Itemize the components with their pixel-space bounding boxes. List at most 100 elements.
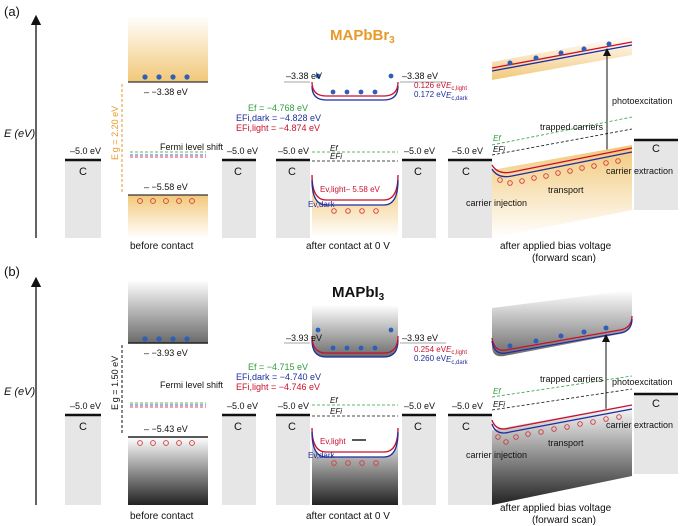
conduction-fill: [312, 45, 398, 100]
conduction-band-region: [128, 280, 208, 343]
cb-region: [492, 290, 632, 357]
ev-dark-label: Ev,dark: [308, 451, 336, 460]
holes: [137, 198, 195, 204]
ec-dark-curve: [311, 85, 399, 101]
holes: [331, 460, 379, 466]
metal-block: [65, 415, 101, 505]
metal-level-label: –5.0 eV: [278, 146, 309, 156]
fermi-shift-label: Fermi level shift: [160, 142, 224, 152]
holes: [497, 158, 621, 186]
metal-label: C: [79, 421, 87, 433]
electrons: [507, 41, 612, 66]
caption-before: before contact: [130, 241, 194, 252]
ec-label: – −3.93 eV: [144, 348, 188, 358]
ef-line: [491, 375, 633, 398]
metal-label: C: [652, 398, 660, 410]
caption-after: after contact at 0 V: [306, 241, 390, 252]
ec-light-label: Ec,light: [446, 345, 467, 356]
axis-label: E (eV): [4, 386, 36, 398]
ef-tag: Ef: [330, 396, 338, 405]
ev-dark-label: Ev,dark: [308, 200, 336, 209]
valence-fill: [312, 182, 398, 238]
panel-label: (a): [4, 4, 20, 19]
vb-dark: [491, 151, 633, 178]
shift-light: 0.254 eV: [414, 345, 447, 354]
shift-dark: 0.172 eV: [414, 90, 447, 99]
cb-region: [492, 15, 632, 55]
metal-label: C: [234, 166, 242, 178]
metal-block-left: [448, 415, 492, 505]
conduction-fill: [312, 305, 398, 357]
ef-value: Ef = −4.768 eV: [248, 103, 308, 113]
ec-dark-label: Ec,dark: [446, 355, 469, 366]
transport-label: transport: [548, 185, 584, 195]
metal-level-label: –5.0 eV: [404, 146, 435, 156]
ev-dark-curve: [311, 179, 399, 206]
metal-level-label: –5.0 eV: [70, 146, 101, 156]
caption-bias-2: (forward scan): [532, 253, 596, 264]
metal-level-label: –5.0 eV: [227, 401, 258, 411]
bandgap-label: E g = 1.50 eV: [110, 356, 120, 410]
vb-light: [491, 404, 633, 430]
panel-b: (b) E (eV) MAPbI3 –5.0 eV C – −3.93 eV –…: [4, 264, 678, 526]
efi-tag: EFi: [493, 145, 505, 154]
top-right-level: –3.38 eV: [402, 71, 438, 81]
ef-line: [491, 116, 633, 146]
vb-region: [492, 145, 632, 238]
ev-label: – −5.58 eV: [144, 182, 188, 192]
cb-dark: [491, 318, 633, 354]
electrons: [315, 73, 394, 95]
metal-block-right: [634, 394, 678, 474]
metal-level-label: –5.0 eV: [452, 146, 483, 156]
valence-fill: [312, 432, 398, 505]
metal-block-left: [448, 160, 492, 238]
metal-block: [222, 415, 256, 505]
metal-block: [222, 160, 256, 238]
metal-block-left: [276, 160, 310, 238]
electrons: [142, 74, 190, 80]
efi-tag: EFi: [493, 400, 505, 409]
caption-after: after contact at 0 V: [306, 511, 390, 522]
bandgap-label: E g = 2.20 eV: [110, 106, 120, 160]
trapped-label: trapped carriers: [540, 122, 604, 132]
extraction-label: carrier extraction: [606, 420, 673, 430]
material-title: MAPbI3: [332, 284, 385, 303]
electrons: [142, 336, 190, 342]
top-left-level: –3.38 eV: [286, 71, 322, 81]
vb-dark: [491, 408, 633, 434]
injection-label: carrier injection: [466, 450, 527, 460]
metal-block: [65, 160, 101, 238]
metal-label: C: [79, 166, 87, 178]
ev-dark-curve: [311, 431, 399, 458]
ec-dark-label: Ec,dark: [446, 91, 469, 102]
metal-level-label: –5.0 eV: [70, 401, 101, 411]
efi-line: [491, 128, 633, 156]
holes: [331, 208, 379, 214]
metal-label: C: [288, 421, 296, 433]
ec-label: – −3.38 eV: [144, 87, 188, 97]
injection-label: carrier injection: [466, 198, 527, 208]
cb-light: [491, 315, 633, 351]
metal-label: C: [414, 421, 422, 433]
top-left-level: –3.93 eV: [286, 333, 322, 343]
metal-block-left: [276, 415, 310, 505]
ef-tag: Ef: [330, 144, 338, 153]
metal-level-label: –5.0 eV: [278, 401, 309, 411]
material-title: MAPbBr3: [330, 27, 395, 46]
electrons: [507, 325, 609, 349]
ec-light-label: Ec,light: [446, 81, 467, 92]
metal-label: C: [462, 421, 470, 433]
photoexcitation-label: photoexcitation: [612, 377, 673, 387]
metal-label: C: [652, 143, 660, 155]
ef-value: Ef = −4.715 eV: [248, 362, 308, 372]
panel-a: (a) E (eV) MAPbBr3 –5.0 eV C – −3.38 eV …: [4, 4, 678, 264]
panel-label: (b): [4, 264, 20, 279]
trapped-label: trapped carriers: [540, 374, 604, 384]
metal-level-label: –5.0 eV: [404, 401, 435, 411]
ef-tag: Ef: [493, 387, 501, 396]
efi-line: [491, 388, 633, 411]
caption-bias: after applied bias voltage: [500, 503, 612, 514]
efi-light-value: EFi,light = −4.874 eV: [236, 123, 320, 133]
metal-label: C: [462, 166, 470, 178]
shift-light: 0.126 eV: [414, 81, 447, 90]
